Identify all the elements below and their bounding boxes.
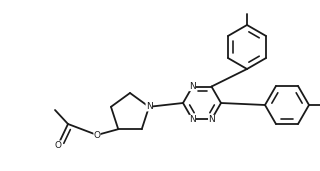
Text: N: N — [189, 82, 196, 91]
Text: O: O — [93, 130, 100, 140]
Text: N: N — [189, 115, 196, 124]
Text: O: O — [54, 141, 61, 149]
Text: N: N — [146, 102, 152, 111]
Text: N: N — [208, 115, 215, 124]
